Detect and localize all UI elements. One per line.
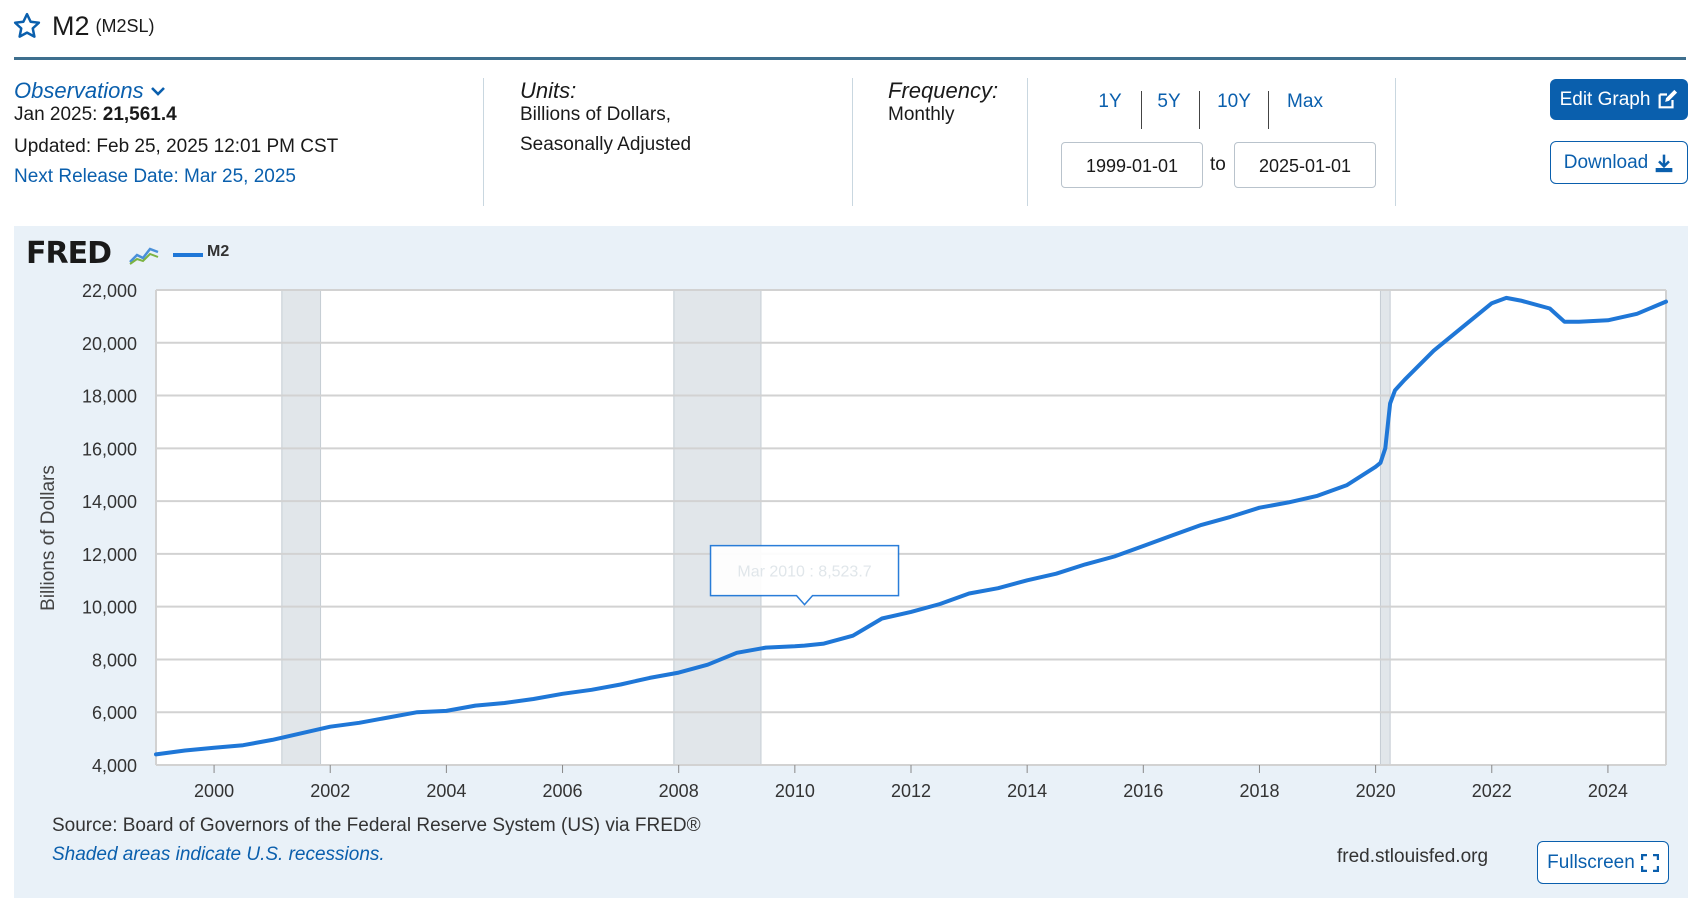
chevron-down-icon bbox=[150, 87, 165, 96]
divider bbox=[1395, 78, 1396, 206]
fullscreen-label: Fullscreen bbox=[1547, 851, 1635, 873]
y-tick-label: 10,000 bbox=[82, 598, 137, 618]
divider bbox=[852, 78, 853, 206]
range-separator bbox=[1141, 91, 1142, 129]
recession-band bbox=[673, 289, 762, 766]
end-date-input[interactable]: 2025-01-01 bbox=[1234, 142, 1376, 188]
date-range-to: to bbox=[1210, 154, 1226, 175]
y-tick-label: 14,000 bbox=[82, 492, 137, 512]
frequency-label: Frequency: bbox=[888, 78, 999, 103]
x-tick-label: 2002 bbox=[310, 781, 350, 801]
x-tick-label: 2008 bbox=[659, 781, 699, 801]
units-label: Units: bbox=[520, 78, 577, 103]
y-tick-label: 6,000 bbox=[92, 703, 137, 723]
x-tick-label: 2024 bbox=[1588, 781, 1628, 801]
download-icon bbox=[1655, 154, 1673, 172]
start-date-input[interactable]: 1999-01-01 bbox=[1061, 142, 1203, 188]
y-tick-label: 20,000 bbox=[82, 334, 137, 354]
series-line-m2 bbox=[154, 295, 1668, 757]
range-separator bbox=[1268, 91, 1269, 129]
range-1y-button[interactable]: 1Y bbox=[1098, 91, 1122, 112]
legend-swatch bbox=[173, 253, 203, 257]
title-row: M2 (M2SL) bbox=[12, 6, 155, 46]
page-title: M2 bbox=[52, 10, 90, 41]
download-label: Download bbox=[1563, 151, 1649, 173]
divider bbox=[483, 78, 484, 206]
y-tick-label: 4,000 bbox=[92, 756, 137, 776]
observations-label: Observations bbox=[14, 78, 144, 103]
observations-toggle[interactable]: Observations bbox=[14, 78, 168, 104]
y-tick-label: 8,000 bbox=[92, 650, 137, 670]
recession-band bbox=[1379, 289, 1391, 766]
x-tick-label: 2016 bbox=[1123, 781, 1163, 801]
x-tick-label: 2012 bbox=[891, 781, 931, 801]
y-tick-label: 16,000 bbox=[82, 439, 137, 459]
range-max-button[interactable]: Max bbox=[1287, 91, 1323, 112]
y-tick-label: 18,000 bbox=[82, 387, 137, 407]
units-line1: Billions of Dollars, bbox=[520, 104, 671, 125]
expand-icon bbox=[1640, 853, 1659, 872]
x-tick-label: 2010 bbox=[775, 781, 815, 801]
edit-graph-button[interactable]: Edit Graph bbox=[1550, 79, 1688, 120]
fullscreen-button[interactable]: Fullscreen bbox=[1537, 841, 1669, 884]
observation-date: Jan 2025: bbox=[14, 104, 98, 125]
chart-logo-icon bbox=[129, 247, 159, 265]
x-tick-label: 2000 bbox=[194, 781, 234, 801]
range-5y-button[interactable]: 5Y bbox=[1157, 91, 1181, 112]
y-tick-label: 22,000 bbox=[82, 281, 137, 301]
source-note: Source: Board of Governors of the Federa… bbox=[52, 815, 701, 836]
divider bbox=[1027, 78, 1028, 206]
edit-icon bbox=[1658, 89, 1678, 108]
series-id: (M2SL) bbox=[95, 15, 155, 36]
latest-observation: Jan 2025: 21,561.4 bbox=[14, 104, 177, 126]
tooltip-text: Mar 2010 : 8,523.7 bbox=[737, 564, 871, 581]
units-line2: Seasonally Adjusted bbox=[520, 134, 692, 155]
updated-text: Updated: Feb 25, 2025 12:01 PM CST bbox=[14, 136, 339, 157]
plot-area bbox=[156, 290, 1666, 765]
star-icon[interactable] bbox=[12, 11, 42, 41]
legend-label: M2 bbox=[207, 243, 230, 260]
x-tick-label: 2022 bbox=[1472, 781, 1512, 801]
x-tick-label: 2018 bbox=[1239, 781, 1279, 801]
frequency-value: Monthly bbox=[888, 104, 955, 125]
fred-logo: FRED bbox=[26, 236, 112, 271]
next-release-link[interactable]: Next Release Date: Mar 25, 2025 bbox=[14, 166, 296, 187]
range-10y-button[interactable]: 10Y bbox=[1217, 91, 1251, 112]
recession-band bbox=[281, 289, 322, 766]
edit-graph-label: Edit Graph bbox=[1559, 88, 1651, 110]
x-tick-label: 2006 bbox=[543, 781, 583, 801]
recession-note[interactable]: Shaded areas indicate U.S. recessions. bbox=[52, 844, 385, 865]
tooltip-box bbox=[709, 544, 900, 606]
x-tick-label: 2004 bbox=[426, 781, 466, 801]
title-divider bbox=[14, 57, 1686, 60]
observation-value: 21,561.4 bbox=[102, 104, 177, 125]
fred-logo-text: FRED bbox=[26, 236, 112, 271]
x-tick-label: 2014 bbox=[1007, 781, 1047, 801]
y-tick-label: 12,000 bbox=[82, 545, 137, 565]
site-url[interactable]: fred.stlouisfed.org bbox=[1337, 846, 1489, 867]
download-button[interactable]: Download bbox=[1550, 141, 1688, 184]
range-separator bbox=[1199, 91, 1200, 129]
y-axis-label: Billions of Dollars bbox=[38, 465, 59, 611]
x-tick-label: 2020 bbox=[1356, 781, 1396, 801]
